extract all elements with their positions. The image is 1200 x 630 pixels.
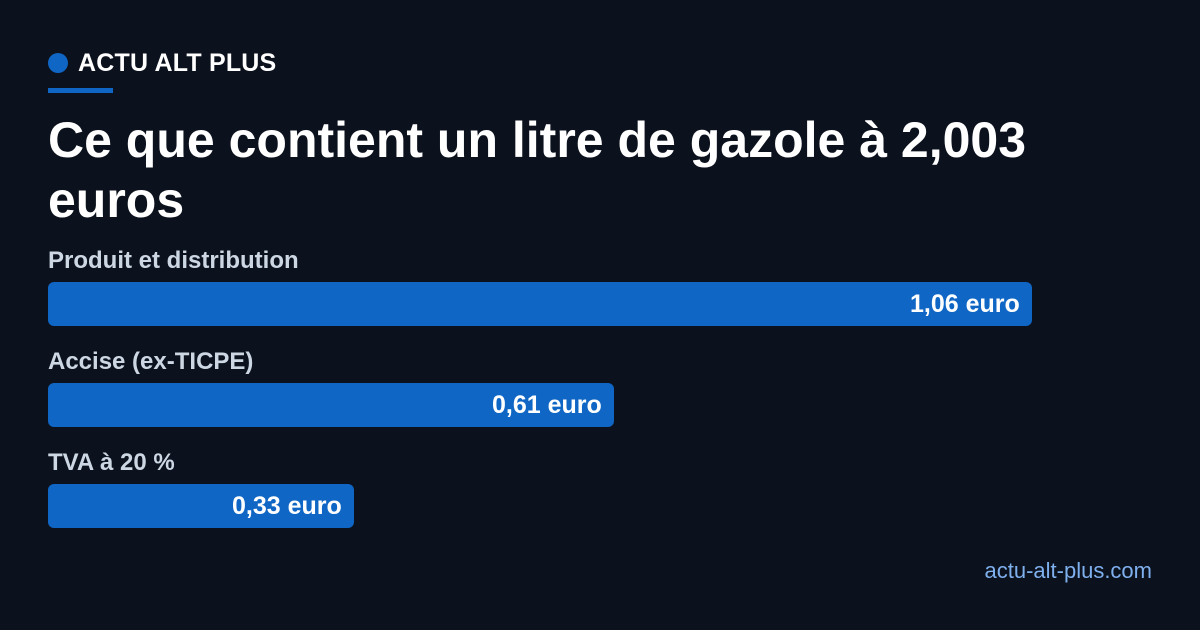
bar-value-label: 0,33 euro [232, 492, 342, 520]
site-url: actu-alt-plus.com [984, 558, 1152, 583]
bar-row: Accise (ex-TICPE) 0,61 euro [48, 347, 1152, 437]
bar-value-label: 0,61 euro [492, 391, 602, 419]
bar [48, 282, 1032, 326]
bar-value-label: 1,06 euro [910, 290, 1020, 318]
brand-name: ACTU ALT PLUS [78, 49, 277, 77]
page-title: Ce que contient un litre de gazole à 2,0… [48, 112, 1027, 228]
bar-row: Produit et distribution 1,06 euro [48, 246, 1152, 336]
bar-category-label: TVA à 20 % [48, 449, 175, 476]
brand: ACTU ALT PLUS [48, 49, 276, 77]
bar-category-label: Accise (ex-TICPE) [48, 348, 254, 375]
bar-category-label: Produit et distribution [48, 247, 299, 274]
bar-row: TVA à 20 % 0,33 euro [48, 448, 1152, 538]
bar [48, 484, 354, 528]
bar [48, 383, 614, 427]
bar-chart: Produit et distribution 1,06 euro Accise (… [48, 246, 1152, 546]
brand-dot-icon [48, 53, 68, 73]
brand-underline [48, 88, 113, 93]
